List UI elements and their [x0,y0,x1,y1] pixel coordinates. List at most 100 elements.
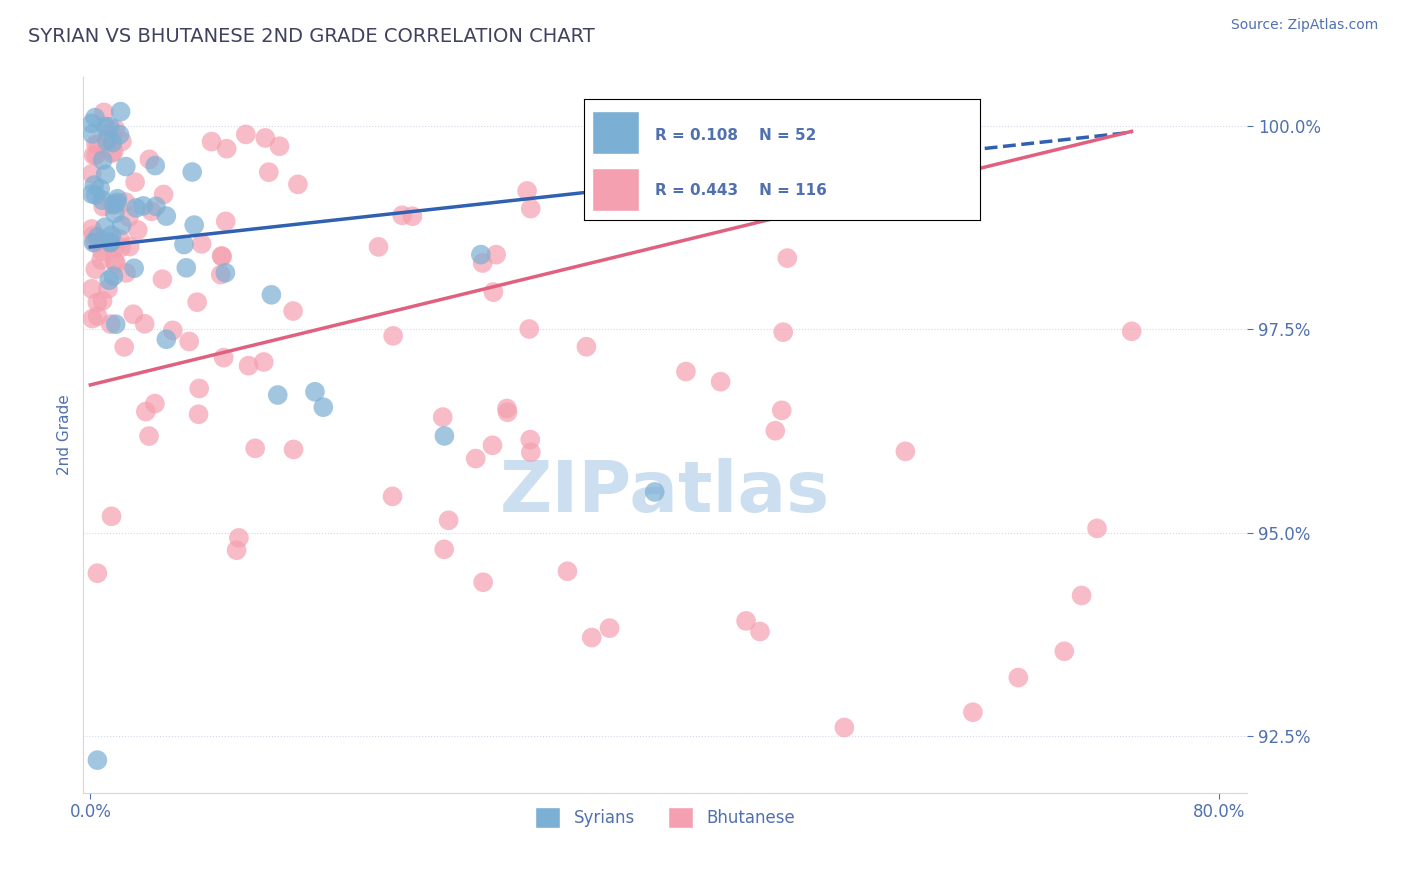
Point [100,235,122,249]
Point [763,424,786,438]
Point [382,329,405,343]
Point [269,139,291,153]
Point [112,340,135,354]
Point [83,235,105,250]
Point [173,237,195,252]
Point [575,340,598,354]
Point [209,268,232,282]
Point [91,153,114,168]
Point [86,230,108,244]
Point [138,429,160,443]
Point [107,192,129,206]
Point [152,187,174,202]
Point [125,201,148,215]
Point [97,127,120,141]
Point [91,200,114,214]
Point [181,165,204,179]
Point [367,240,389,254]
Point [80,116,103,130]
Point [124,175,146,189]
Point [281,304,304,318]
Legend: Syrians, Bhutanese: Syrians, Bhutanese [529,801,801,834]
Point [183,218,205,232]
Point [114,160,136,174]
Point [94,167,117,181]
Point [103,269,125,284]
Point [772,325,794,339]
Point [770,403,793,417]
Point [98,120,121,134]
Point [152,272,174,286]
Y-axis label: 2nd Grade: 2nd Grade [58,394,72,475]
Point [118,211,141,225]
Point [84,188,107,202]
Point [105,195,128,210]
Point [215,214,238,228]
Point [80,282,103,296]
Point [1007,671,1029,685]
Point [89,234,111,248]
Point [433,429,456,443]
Point [517,322,540,336]
Point [105,256,128,270]
Point [432,410,454,425]
Point [100,317,122,331]
Point [176,260,198,275]
Point [235,128,257,142]
Point [90,252,112,267]
Point [557,564,579,578]
Point [82,127,104,141]
Point [1121,324,1143,338]
Point [84,111,107,125]
Point [86,566,108,581]
Point [254,131,277,145]
Point [228,531,250,545]
Point [482,285,505,299]
Point [381,489,404,503]
Point [267,388,290,402]
Point [437,513,460,527]
Text: ZIPatlas: ZIPatlas [501,458,831,527]
Point [82,311,104,326]
Point [257,165,280,179]
Point [1070,589,1092,603]
Point [104,254,127,268]
Point [122,307,145,321]
Point [391,208,413,222]
Point [287,178,309,192]
Point [111,134,134,148]
Point [519,433,541,447]
Point [211,249,233,263]
Point [496,405,519,419]
Point [834,721,856,735]
Point [253,355,276,369]
Point [100,235,122,250]
Point [84,136,107,151]
Point [471,256,494,270]
Point [283,442,305,457]
Point [599,621,621,635]
Point [894,444,917,458]
Point [776,251,799,265]
Point [100,509,122,524]
Point [94,120,117,134]
Point [1053,644,1076,658]
Point [96,134,118,148]
Point [127,223,149,237]
Point [101,136,124,150]
Point [243,442,266,456]
Point [710,375,733,389]
Point [91,194,114,208]
Point [212,351,235,365]
Point [84,148,107,162]
Point [101,197,124,211]
Point [108,128,131,142]
Point [735,614,758,628]
Point [145,199,167,213]
Point [962,705,984,719]
Text: Source: ZipAtlas.com: Source: ZipAtlas.com [1230,18,1378,32]
Point [86,295,108,310]
Point [135,404,157,418]
Point [238,359,260,373]
Point [91,293,114,308]
